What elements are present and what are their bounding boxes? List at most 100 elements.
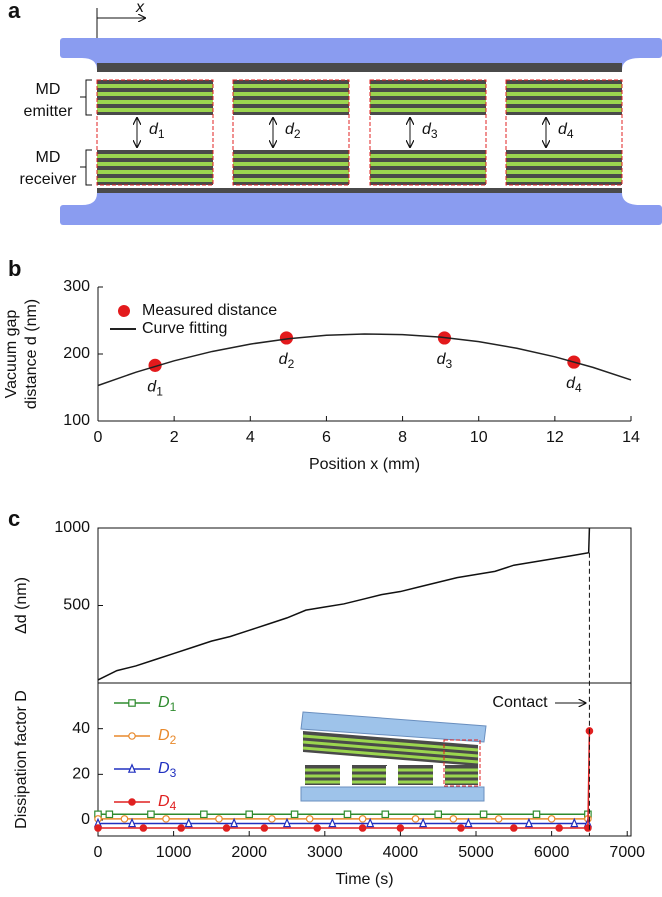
legend-label: D3 bbox=[158, 760, 177, 780]
point-label-sub: 1 bbox=[156, 385, 163, 399]
data-point bbox=[139, 824, 148, 832]
y-tick-label: 20 bbox=[72, 766, 90, 783]
green-layer bbox=[233, 92, 349, 96]
legend-marker bbox=[118, 305, 130, 317]
data-point bbox=[479, 810, 488, 819]
gap-label: d4 bbox=[558, 121, 574, 141]
series-line bbox=[97, 527, 591, 681]
point-label-sub: 2 bbox=[288, 357, 295, 371]
green-layer bbox=[370, 92, 486, 96]
data-point bbox=[418, 817, 428, 828]
legend-label: D2 bbox=[158, 727, 177, 747]
x-tick-label: 2000 bbox=[231, 844, 267, 861]
green-layer bbox=[370, 154, 486, 158]
unit-cell-outline bbox=[505, 79, 623, 186]
point-label-base: d bbox=[147, 379, 157, 396]
data-point bbox=[120, 815, 129, 823]
green-layer bbox=[506, 92, 622, 96]
data-point bbox=[268, 815, 276, 823]
data-point bbox=[411, 815, 420, 823]
green-layer bbox=[233, 108, 349, 112]
axis-label: x bbox=[135, 0, 145, 16]
structure-diagram bbox=[60, 8, 662, 225]
data-point bbox=[290, 810, 299, 819]
green-layer bbox=[506, 170, 622, 174]
data-point bbox=[222, 824, 231, 832]
green-layer bbox=[506, 154, 622, 158]
y-tick-label: 300 bbox=[63, 278, 90, 295]
green-layer bbox=[370, 84, 486, 88]
x-tick-label: 1000 bbox=[156, 844, 192, 861]
x-tick-label: 14 bbox=[622, 429, 640, 446]
data-point bbox=[547, 815, 556, 823]
green-layer bbox=[370, 108, 486, 112]
x-tick-label: 7000 bbox=[609, 844, 645, 861]
data-point bbox=[343, 810, 352, 819]
green-layer bbox=[506, 162, 622, 166]
green-layer bbox=[506, 100, 622, 104]
point-label-base: d bbox=[437, 351, 447, 368]
green-layer bbox=[370, 178, 486, 182]
green-layer bbox=[233, 100, 349, 104]
data-point bbox=[524, 817, 534, 828]
point-label-sub: 4 bbox=[575, 381, 582, 395]
data-point bbox=[94, 824, 102, 832]
point-label: d1 bbox=[147, 379, 163, 399]
gap-label: d1 bbox=[149, 121, 165, 141]
data-point bbox=[555, 824, 563, 832]
x-tick-label: 4 bbox=[246, 429, 255, 446]
green-layer bbox=[233, 154, 349, 158]
data-point bbox=[200, 810, 208, 819]
y-axis-label: distance d (nm) bbox=[23, 299, 40, 409]
legend-marker bbox=[128, 732, 136, 740]
green-layer bbox=[97, 170, 213, 174]
data-point bbox=[584, 824, 592, 832]
gap-label-sub: 2 bbox=[294, 127, 301, 141]
legend-marker bbox=[128, 699, 136, 707]
data-point bbox=[532, 810, 541, 819]
receiver-label: receiver bbox=[20, 171, 78, 188]
point-label-sub: 3 bbox=[446, 357, 453, 371]
point-label: d3 bbox=[437, 351, 453, 371]
y-tick-label: 500 bbox=[63, 597, 90, 614]
data-point bbox=[177, 824, 185, 832]
green-layer bbox=[97, 84, 213, 88]
gap-label-sub: 3 bbox=[431, 127, 438, 141]
inset-diagram bbox=[300, 711, 487, 802]
y-tick-label: 0 bbox=[81, 811, 90, 828]
green-layer bbox=[97, 92, 213, 96]
x-tick-label: 0 bbox=[94, 844, 103, 861]
data-point bbox=[570, 817, 579, 828]
data-point bbox=[510, 824, 518, 832]
legend-label-sub: 2 bbox=[170, 733, 177, 747]
data-point bbox=[457, 824, 465, 832]
green-layer bbox=[370, 162, 486, 166]
legend-label-sub: 3 bbox=[170, 766, 177, 780]
data-point bbox=[464, 817, 473, 828]
legend-marker bbox=[127, 763, 137, 773]
point-label: d2 bbox=[279, 351, 295, 371]
green-layer bbox=[506, 108, 622, 112]
emitter-label: MD bbox=[36, 81, 61, 98]
plot-frame bbox=[97, 527, 632, 684]
x-tick-label: 12 bbox=[546, 429, 564, 446]
data-point bbox=[358, 824, 367, 832]
data-point bbox=[229, 817, 239, 828]
y-tick-label: 200 bbox=[63, 345, 90, 362]
unit-cell-outline bbox=[96, 79, 214, 186]
legend-label-sub: 1 bbox=[170, 700, 177, 714]
unit-cell-outline bbox=[232, 79, 350, 186]
green-layer bbox=[506, 178, 622, 182]
green-layer bbox=[370, 100, 486, 104]
gap-label: d3 bbox=[422, 121, 438, 141]
data-point bbox=[449, 815, 458, 823]
data-point bbox=[282, 817, 292, 828]
x-tick-label: 0 bbox=[94, 429, 103, 446]
x-tick-label: 4000 bbox=[383, 844, 419, 861]
x-tick-label: 3000 bbox=[307, 844, 343, 861]
data-point bbox=[328, 817, 337, 828]
x-tick-label: 2 bbox=[170, 429, 179, 446]
legend-label-sub: 4 bbox=[170, 799, 177, 813]
green-layer bbox=[233, 162, 349, 166]
legend-label-base: D bbox=[158, 727, 170, 744]
